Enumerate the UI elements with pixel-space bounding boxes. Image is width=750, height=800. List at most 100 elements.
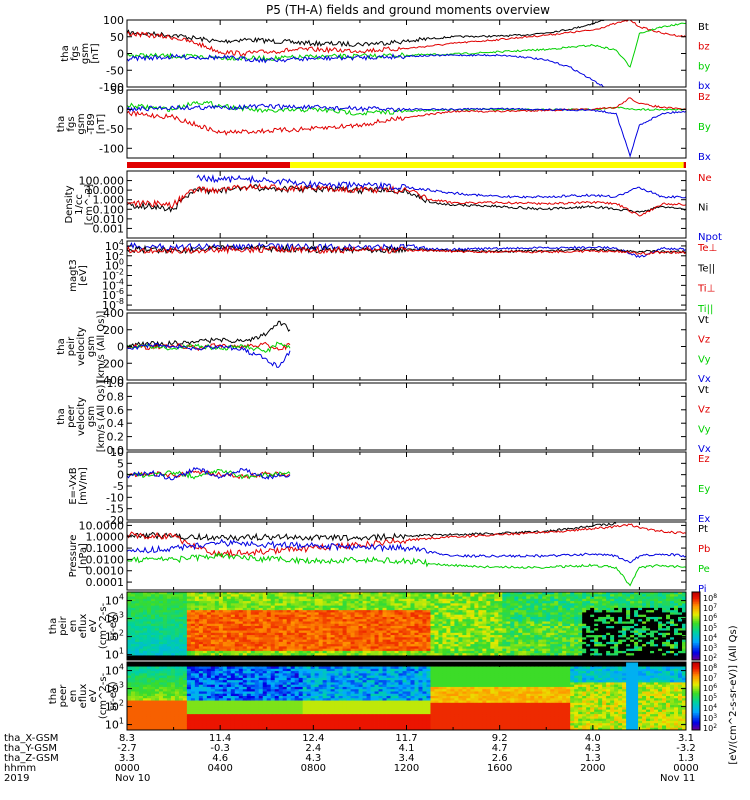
colorbar-tick: 106 <box>703 613 717 623</box>
ylabel-peer_eflux: thapeerenefluxeV(cm^2-s-sr-eV) <box>48 672 119 719</box>
xaxis-value: 0000 <box>114 763 139 774</box>
ytick-label: 0.1000 <box>86 542 125 555</box>
legend-peir_velocity-0: Vt <box>698 315 709 326</box>
panel-pressure: 10.00001.00000.10000.01000.00100.0001Pre… <box>68 519 710 595</box>
ytick-label: 0 <box>117 341 124 354</box>
legend-temperature-3: Ti|| <box>697 304 713 315</box>
xaxis-value: 4.7 <box>492 743 508 754</box>
series-efield-Ex <box>127 466 291 481</box>
xaxis-value: 1600 <box>487 763 512 774</box>
xaxis-value: -3.2 <box>676 743 696 754</box>
legend-density-2: Npot <box>698 232 722 243</box>
legend-fgs_gsm-1: bz <box>698 42 710 53</box>
xaxis-value: 9.2 <box>492 733 508 744</box>
ytick-label: 100.000 <box>79 175 125 188</box>
ytick-label: 10-4 <box>102 277 124 292</box>
xaxis-value: 0400 <box>207 763 232 774</box>
series-peir_velocity-Vt <box>127 320 291 349</box>
ytick-label: -100 <box>99 81 124 94</box>
ytick-label: 0.0010 <box>86 565 125 578</box>
figure-title: P5 (TH-A) fields and ground moments over… <box>266 3 550 17</box>
colorbar-label: [eV/(cm^2-s-sr-eV)] (All Qs) <box>728 625 739 764</box>
xaxis-value: -2.7 <box>117 743 137 754</box>
legend-temperature-0: Te⊥ <box>697 243 717 254</box>
ylabel-peir_eflux: thapeirenefluxeV(cm^2-s-sr-eV) <box>48 602 119 649</box>
xaxis-value: 0000 <box>673 763 698 774</box>
panel-peer_velocity: 1.00.80.60.40.20.0thapeervelocitygsm[km/… <box>56 377 711 457</box>
ytick-label: 10 <box>110 446 124 459</box>
ytick-label: -10 <box>106 491 124 504</box>
xaxis-value: 3.4 <box>399 753 415 764</box>
xaxis-row-label: hhmm <box>4 763 36 774</box>
series-pressure-Pe <box>127 552 686 587</box>
ytick-label: 50 <box>110 31 124 44</box>
ytick-label: 10-2 <box>102 268 124 283</box>
ytick-label: 0.001 <box>93 222 125 235</box>
xaxis-value: 11.4 <box>209 733 231 744</box>
ytick-label: 104 <box>105 238 124 253</box>
series-peir_velocity-Vz <box>127 341 291 352</box>
colorbar-tick: 107 <box>703 603 717 613</box>
ytick-label: 102 <box>105 629 124 644</box>
ytick-label: 0.8 <box>107 390 125 403</box>
ytick-label: 101 <box>105 717 124 732</box>
panel-frame <box>126 19 687 88</box>
legend-temperature-2: Ti⊥ <box>697 284 715 295</box>
xaxis-value: 0800 <box>301 763 326 774</box>
series-fgs_gsm-Bt <box>127 20 605 48</box>
legend-density-1: Ni <box>698 203 708 214</box>
ytick-label: 0.0 <box>107 444 125 457</box>
panel-fgs_gsm_t89: 50 0 -50 -100 thafgsgsm-T89[nT] Bz By Bx <box>56 84 711 163</box>
legend-efield-2: Ex <box>698 514 710 525</box>
colorbar-tick: 105 <box>703 623 717 633</box>
ytick-label: 0.0100 <box>86 553 125 566</box>
xaxis-value: 4.3 <box>585 743 601 754</box>
legend-peir_velocity-3: Vx <box>698 374 711 385</box>
ytick-label: 50 <box>110 84 124 97</box>
ytick-label: 1.0000 <box>86 531 125 544</box>
ytick-label: 200 <box>103 324 124 337</box>
legend-peer_velocity-1: Vz <box>698 405 710 416</box>
series-fgs_gsm-bx <box>127 53 605 87</box>
panel-peer_eflux: 104 103 102 101thapeerenefluxeV(cm^2-s-sr-e… <box>48 661 687 732</box>
legend-peir_velocity-1: Vz <box>698 335 710 346</box>
series-efield-Ez <box>127 470 290 480</box>
ytick-label: 1.0 <box>107 377 125 390</box>
legend-fgs_gsm_t89-0: Bz <box>698 92 710 103</box>
ytick-label: -5 <box>113 480 124 493</box>
colorbar-tick: 105 <box>703 693 717 703</box>
ylabel-fgs_gsm: thafgsgsm[nT] <box>60 43 101 64</box>
legend-peer_velocity-3: Vx <box>698 444 711 455</box>
xaxis-value: Nov 10 <box>115 773 150 784</box>
colorbar-tick: 104 <box>703 633 717 643</box>
legend-efield-1: Ey <box>698 484 710 495</box>
colorbar-tick: 107 <box>703 673 717 683</box>
legend-peer_velocity-0: Vt <box>698 385 709 396</box>
legend-fgs_gsm_t89-1: By <box>698 122 711 133</box>
xaxis-value: 12.4 <box>302 733 324 744</box>
ytick-label: -400 <box>99 374 124 387</box>
ylabel-pressure: Pressure[nPa] <box>68 535 89 578</box>
series-density-Npot <box>196 174 686 199</box>
series-pressure-Pt <box>127 522 617 543</box>
legend-peir_velocity-2: Vy <box>698 354 711 365</box>
legend-fgs_gsm_t89-2: Bx <box>698 152 711 163</box>
series-pressure-Pb <box>127 523 686 558</box>
legend-pressure-0: Pt <box>698 524 708 535</box>
series-fgs_gsm-by <box>127 22 686 68</box>
colorbar-tick: 102 <box>703 723 717 733</box>
ytick-label: 100 <box>103 14 124 27</box>
xaxis-value: 11.7 <box>395 733 417 744</box>
panel-frame <box>126 89 687 159</box>
legend-pressure-2: Pe <box>698 564 710 575</box>
xaxis-value: 4.3 <box>305 753 321 764</box>
colorbar-tick: 108 <box>703 663 717 673</box>
ytick-label: 10-8 <box>102 297 124 312</box>
panel-fgs_gsm: 100 50 0 -50 -100 thafgsgsm[nT] Bt bz by bx <box>60 14 710 94</box>
colorbar-tick: 102 <box>703 653 717 663</box>
ytick-label: 104 <box>105 593 124 608</box>
xaxis-value: 2000 <box>580 763 605 774</box>
ytick-label: -200 <box>99 357 124 370</box>
xaxis-value: 1.3 <box>678 753 694 764</box>
